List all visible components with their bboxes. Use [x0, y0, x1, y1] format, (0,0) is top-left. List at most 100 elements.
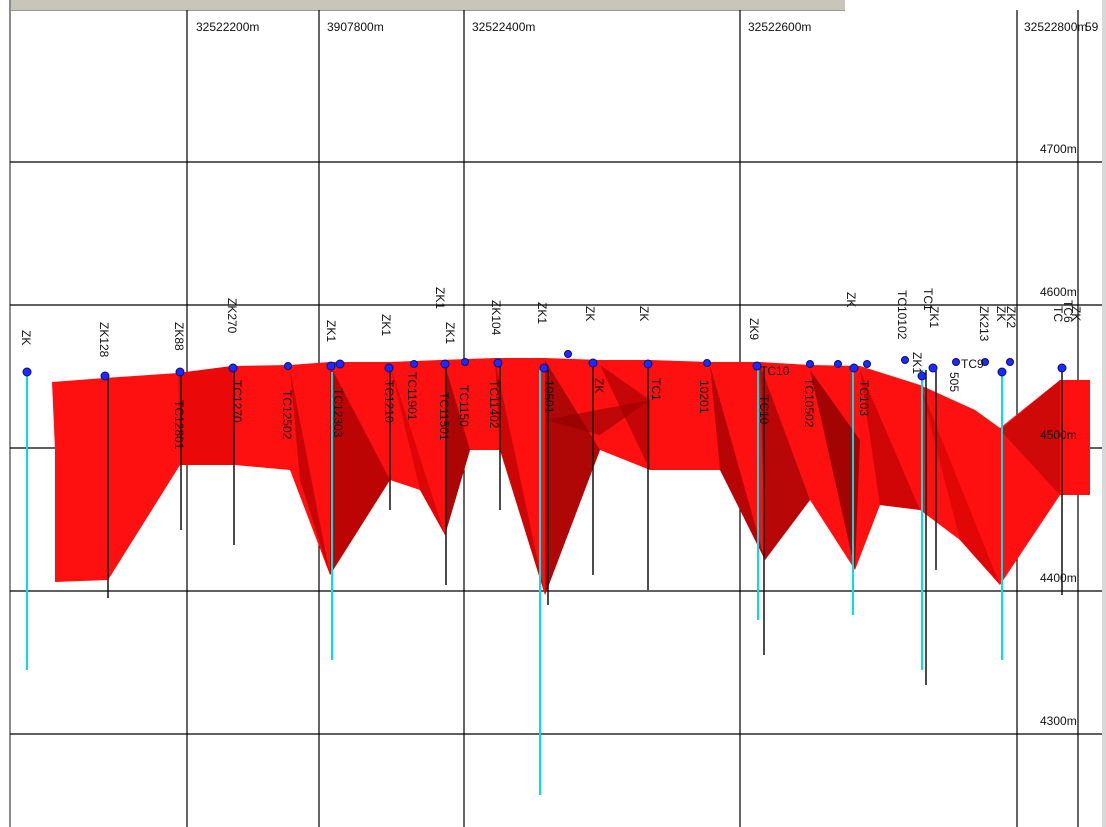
- hole-label: ZK1: [910, 352, 924, 374]
- hole-label: TC11501: [437, 392, 451, 441]
- ore-facet: [495, 360, 545, 595]
- hole-label: ZK: [637, 306, 651, 321]
- collar-marker: [981, 358, 989, 366]
- hole-label: TC10502: [802, 378, 816, 428]
- y-axis-labels: 4700m 4600m 4500m 4400m 4300m: [1040, 142, 1077, 728]
- drill-holes[interactable]: [26, 365, 1063, 795]
- collar-marker: [806, 360, 814, 368]
- hole-labels: ZK ZK128 ZK88 ZK270 TC12801 TC1270 TC125…: [19, 287, 1083, 450]
- collar-marker: [901, 356, 909, 364]
- hole-label: TC11402: [487, 380, 501, 429]
- drill-collars[interactable]: [22, 350, 1067, 381]
- collar-marker: [440, 359, 450, 369]
- hole-label: 10501: [542, 380, 556, 414]
- collar-marker: [917, 371, 927, 381]
- ore-facet: [710, 365, 765, 560]
- hole-label: TC1270: [230, 380, 244, 423]
- hole-label: ZK1: [324, 320, 338, 342]
- hole-label: ZK1: [433, 287, 447, 309]
- hole-label: ZK1: [535, 302, 549, 324]
- collar-marker: [100, 371, 110, 381]
- hole-label: ZK213: [977, 306, 991, 342]
- hole-label: TC1210: [382, 380, 396, 423]
- collar-marker: [335, 359, 345, 369]
- collar-marker: [384, 363, 394, 373]
- collar-marker: [175, 367, 185, 377]
- hole-label: TC12303: [331, 388, 345, 438]
- ore-facet: [600, 365, 650, 470]
- collar-marker: [834, 360, 842, 368]
- collar-marker: [849, 363, 859, 373]
- collar-marker: [997, 367, 1007, 377]
- hole-label: ZK: [592, 378, 606, 393]
- hole-label: TC1150: [457, 385, 471, 427]
- collar-marker: [284, 362, 292, 370]
- collar-marker: [863, 360, 871, 368]
- collar-marker: [539, 363, 549, 373]
- hole-label: ZK128: [97, 322, 111, 358]
- hole-label: TC1: [921, 288, 935, 311]
- x-axis-labels: 32522200m 3907800m 32522400m 32522600m 3…: [196, 20, 1099, 34]
- ore-body[interactable]: [52, 358, 1090, 595]
- left-window-border: [0, 0, 11, 827]
- ore-facet: [330, 365, 390, 575]
- hole-label: ZK: [1069, 306, 1083, 321]
- hole-label: TC1: [649, 378, 663, 401]
- hole-label: ZK: [583, 306, 597, 321]
- y-axis-label: 4600m: [1040, 285, 1077, 299]
- ore-facet: [860, 370, 920, 510]
- hole-label: ZK1: [927, 306, 941, 328]
- collar-marker: [1057, 363, 1067, 373]
- ore-facet: [178, 366, 235, 465]
- collar-marker: [588, 358, 598, 368]
- hole-label: ZK1: [443, 322, 457, 344]
- collar-marker: [952, 358, 960, 366]
- ore-facet: [760, 365, 810, 560]
- hole-label: TC103: [857, 380, 871, 416]
- x-axis-label: 59: [1085, 20, 1099, 34]
- hole-label: 505: [947, 372, 961, 392]
- ore-facet: [290, 370, 330, 575]
- hole-label: ZK88: [172, 322, 186, 351]
- collar-marker: [564, 350, 572, 358]
- hole-label: TC: [1051, 306, 1065, 322]
- hole-label: 10201: [697, 380, 711, 414]
- hole-label: ZK: [994, 306, 1008, 321]
- collar-marker: [1006, 358, 1014, 366]
- hole-label: ZK: [19, 330, 33, 345]
- collar-marker: [410, 360, 418, 368]
- collar-marker: [461, 358, 469, 366]
- ore-facet: [810, 370, 860, 570]
- collar-marker: [928, 363, 938, 373]
- collar-marker: [493, 358, 503, 368]
- collar-marker: [643, 359, 653, 369]
- hole-label: TC10: [760, 364, 790, 378]
- hole-label: TC6: [1061, 300, 1075, 323]
- x-axis-label: 32522600m: [748, 20, 811, 34]
- hole-label: TC12801: [172, 400, 186, 450]
- right-window-border: [1102, 0, 1106, 827]
- hole-label: TC11901: [405, 372, 419, 421]
- hole-label: ZK270: [225, 298, 239, 334]
- collar-marker: [228, 363, 238, 373]
- x-axis-label: 3907800m: [327, 20, 384, 34]
- y-axis-label: 4700m: [1040, 142, 1077, 156]
- hole-label: ZK1: [379, 314, 393, 336]
- collar-marker: [703, 359, 711, 367]
- y-axis-label: 4300m: [1040, 714, 1077, 728]
- x-axis-label: 32522400m: [472, 20, 535, 34]
- window-title-bar: [0, 0, 845, 11]
- y-axis-label: 4500m: [1040, 428, 1077, 442]
- collar-marker: [326, 361, 336, 371]
- hole-label: ZK9: [747, 318, 761, 340]
- hole-label: TC9: [961, 357, 984, 371]
- collar-marker: [752, 361, 762, 371]
- hole-label: TC10: [757, 395, 771, 425]
- hole-label: TC12502: [280, 390, 294, 440]
- hole-label: TC10102: [895, 290, 909, 340]
- y-axis-label: 4400m: [1040, 571, 1077, 585]
- x-axis-label: 32522800m: [1024, 20, 1087, 34]
- collar-marker: [22, 367, 32, 377]
